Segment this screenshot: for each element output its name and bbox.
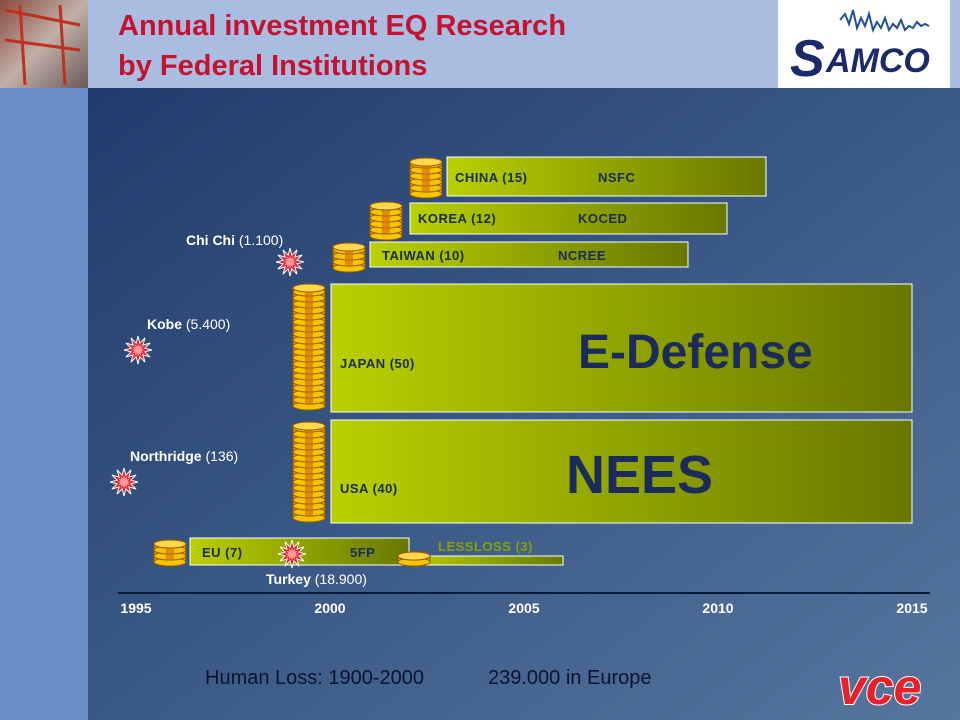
coin-mark bbox=[305, 428, 313, 516]
program-agency: NSFC bbox=[598, 170, 636, 185]
program-label: USA (40) bbox=[340, 481, 398, 496]
program-agency: NCREE bbox=[558, 248, 606, 263]
program-bar bbox=[446, 156, 767, 197]
program-bar bbox=[409, 202, 728, 235]
photo-structure bbox=[4, 4, 81, 86]
logo-text: AMCO bbox=[825, 42, 930, 80]
burst-core bbox=[131, 343, 145, 357]
program-bar bbox=[408, 555, 564, 566]
earthquake-loss: (18.900) bbox=[315, 571, 367, 587]
title: by Federal Institutions bbox=[118, 50, 427, 82]
earthquake-name: Turkey bbox=[266, 571, 311, 587]
earthquake-label: Chi Chi (1.100) bbox=[186, 232, 283, 248]
coin-top bbox=[369, 201, 403, 211]
program-agency: E-Defense bbox=[578, 326, 813, 379]
earthquake-label: Kobe (5.400) bbox=[147, 316, 230, 332]
earthquake-loss: (136) bbox=[205, 448, 238, 464]
coin-mark bbox=[166, 546, 174, 560]
program-agency: 5FP bbox=[350, 545, 375, 560]
program-label: LESSLOSS (3) bbox=[438, 539, 533, 554]
program-label: TAIWAN (10) bbox=[382, 248, 465, 263]
program-label: CHINA (15) bbox=[455, 170, 527, 185]
footer-note: 239.000 in Europe bbox=[488, 667, 651, 689]
program-agency: NEES bbox=[566, 445, 713, 505]
logo-initial: S bbox=[790, 30, 825, 88]
burst-core bbox=[285, 547, 299, 561]
coin-top bbox=[292, 421, 326, 431]
earthquake-label: Northridge (136) bbox=[130, 448, 238, 464]
program-label: EU (7) bbox=[202, 545, 243, 560]
program-label: JAPAN (50) bbox=[340, 356, 415, 371]
coin-top bbox=[153, 539, 187, 549]
program-agency: KOCED bbox=[578, 211, 627, 226]
burst-core bbox=[117, 475, 131, 489]
burst-core bbox=[283, 255, 297, 269]
coin-mark bbox=[422, 164, 430, 192]
program-bar bbox=[369, 241, 689, 268]
earthquake-label: Turkey (18.900) bbox=[266, 571, 367, 587]
timeline-year: 2015 bbox=[896, 600, 927, 616]
footer-logo: vce bbox=[838, 659, 921, 715]
earthquake-name: Chi Chi bbox=[186, 232, 235, 248]
coin-top bbox=[292, 283, 326, 293]
logo-wave bbox=[839, 9, 930, 33]
timeline-year: 2005 bbox=[508, 600, 539, 616]
earthquake-loss: (5.400) bbox=[186, 316, 230, 332]
timeline-year: 2000 bbox=[314, 600, 345, 616]
timeline-year: 2010 bbox=[702, 600, 733, 616]
program-label: KOREA (12) bbox=[418, 211, 496, 226]
program-bar bbox=[330, 283, 913, 413]
left-strip bbox=[0, 0, 88, 720]
timeline-year: 1995 bbox=[120, 600, 151, 616]
title: Annual investment EQ Research bbox=[118, 10, 566, 42]
coin-mark bbox=[345, 249, 353, 266]
coin-mark bbox=[382, 208, 390, 234]
program-bar bbox=[330, 419, 913, 524]
earthquake-loss: (1.100) bbox=[239, 232, 283, 248]
coin-top bbox=[332, 242, 366, 252]
coin-top bbox=[409, 157, 443, 167]
coin-mark bbox=[305, 290, 313, 404]
earthquake-name: Northridge bbox=[130, 448, 202, 464]
coin-top bbox=[397, 551, 431, 561]
earthquake-name: Kobe bbox=[147, 316, 182, 332]
logo-box bbox=[778, 0, 950, 88]
footer-note: Human Loss: 1900-2000 bbox=[205, 667, 424, 689]
